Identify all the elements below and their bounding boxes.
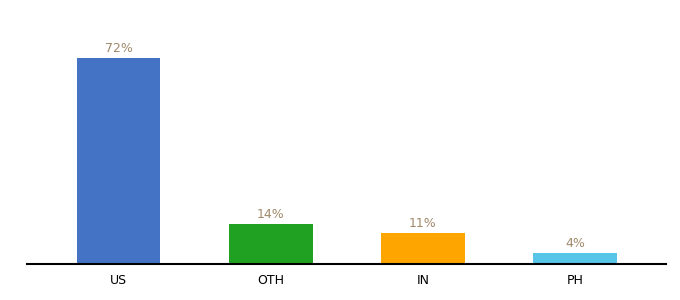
Text: 72%: 72% bbox=[105, 42, 133, 55]
Bar bbox=[77, 58, 160, 264]
Bar bbox=[381, 232, 464, 264]
Bar bbox=[533, 253, 617, 264]
Text: 4%: 4% bbox=[565, 237, 585, 250]
Text: 11%: 11% bbox=[409, 217, 437, 230]
Text: 14%: 14% bbox=[257, 208, 284, 221]
Bar bbox=[229, 224, 313, 264]
